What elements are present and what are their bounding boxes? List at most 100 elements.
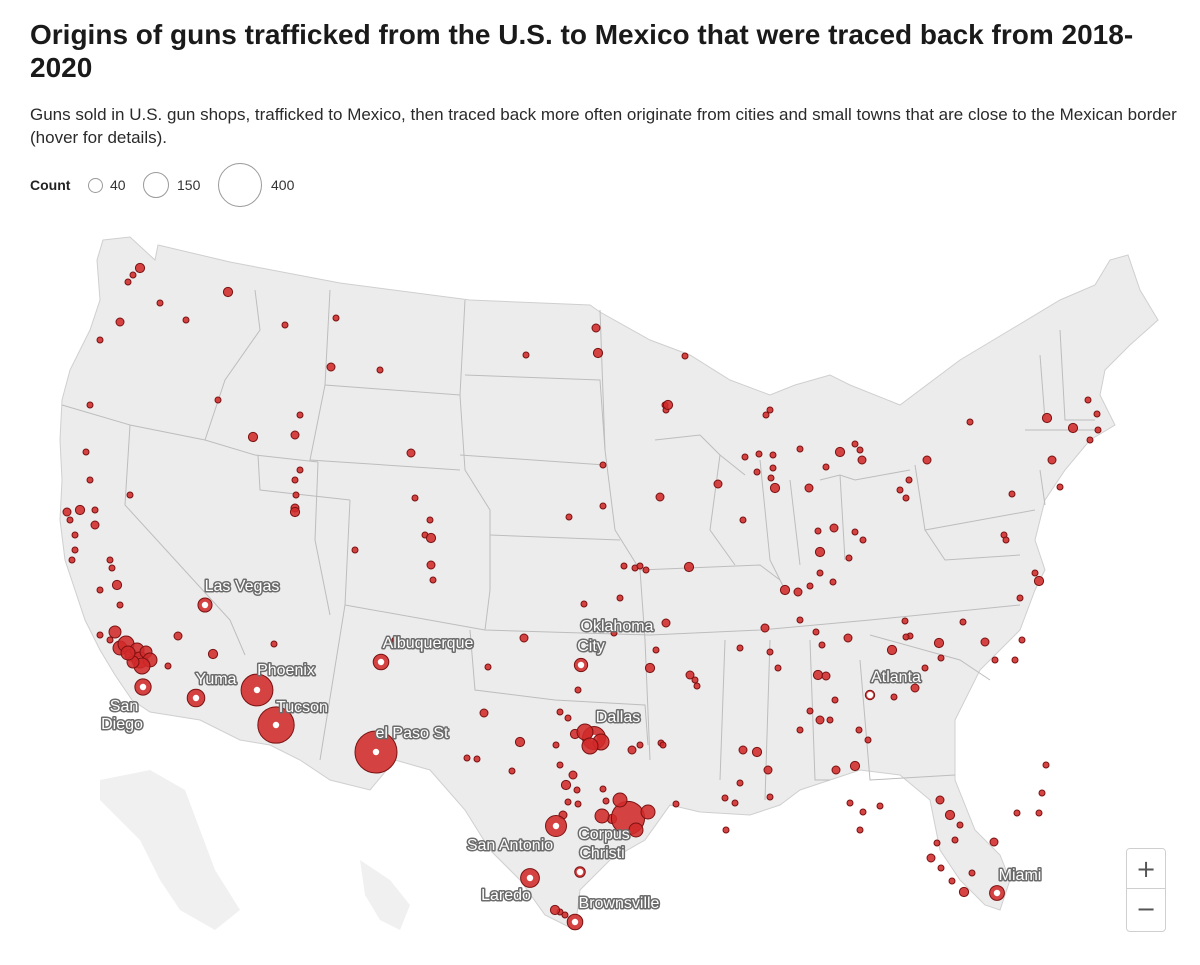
origin-point-87[interactable] [816,569,824,577]
dallas-cluster-2[interactable] [581,737,599,755]
origin-point-50[interactable] [426,560,436,570]
origin-point-91[interactable] [779,584,791,596]
origin-point-187[interactable] [552,741,560,749]
origin-point-188[interactable] [564,714,572,722]
origin-point-116[interactable] [890,693,898,701]
origin-point-167[interactable] [691,676,699,684]
origin-point-155[interactable] [821,671,831,681]
origin-point-207[interactable] [731,799,739,807]
origin-point-173[interactable] [636,562,644,570]
origin-point-119[interactable] [849,760,861,772]
origin-point-161[interactable] [751,746,763,758]
origin-point-60[interactable] [655,492,665,502]
origin-point-143[interactable] [1094,426,1102,434]
origin-point-179[interactable] [574,686,582,694]
origin-point-150[interactable] [760,623,770,633]
origin-point-88[interactable] [806,582,814,590]
origin-point-181[interactable] [556,708,564,716]
origin-point-77[interactable] [834,446,846,458]
origin-point-74[interactable] [796,445,804,453]
origin-point-55[interactable] [591,323,601,333]
origin-point-6[interactable] [96,336,104,344]
origin-point-126[interactable] [944,809,956,821]
origin-point-33[interactable] [106,556,114,564]
origin-point-52[interactable] [391,636,399,644]
origin-point-132[interactable] [948,877,956,885]
origin-point-51[interactable] [429,576,437,584]
origin-point-0[interactable] [134,262,146,274]
origin-point-163[interactable] [721,794,729,802]
origin-point-78[interactable] [851,440,859,448]
zoom-out-button[interactable]: − [1127,889,1165,929]
origin-point-44[interactable] [351,546,359,554]
origin-point-72[interactable] [762,411,770,419]
origin-point-16[interactable] [296,411,304,419]
origin-point-18[interactable] [291,476,299,484]
origin-point-42[interactable] [207,648,219,660]
origin-point-23[interactable] [82,448,90,456]
origin-point-185[interactable] [479,708,489,718]
origin-point-204[interactable] [672,800,680,808]
origin-point-104[interactable] [1031,569,1039,577]
origin-point-36[interactable] [96,586,104,594]
origin-point-82[interactable] [851,528,859,536]
origin-point-128[interactable] [951,836,959,844]
origin-point-147[interactable] [1041,412,1053,424]
origin-point-69[interactable] [769,464,777,472]
origin-point-215[interactable] [815,715,825,725]
origin-point-125[interactable] [935,795,945,805]
us-map[interactable]: Las Vegas Albuquerque Oklahoma City Phoenix Y… [0,215,1200,965]
zoom-in-button[interactable]: + [1127,849,1165,889]
origin-point-65[interactable] [713,479,723,489]
origin-point-39[interactable] [106,636,114,644]
origin-point-197[interactable] [573,786,581,794]
origin-point-24[interactable] [86,476,94,484]
origin-point-136[interactable] [1013,809,1021,817]
origin-point-151[interactable] [736,644,744,652]
origin-point-205[interactable] [738,745,748,755]
origin-point-159[interactable] [796,726,804,734]
origin-point-34[interactable] [108,564,116,572]
origin-point-154[interactable] [812,669,824,681]
origin-point-54[interactable] [522,351,530,359]
origin-point-156[interactable] [806,707,814,715]
origin-point-59[interactable] [599,502,607,510]
origin-point-115[interactable] [910,683,920,693]
origin-point-2[interactable] [124,278,132,286]
origin-point-57[interactable] [599,461,607,469]
origin-point-122[interactable] [859,808,867,816]
origin-point-86[interactable] [814,527,822,535]
origin-point-191[interactable] [636,741,644,749]
origin-point-31[interactable] [71,546,79,554]
origin-point-212[interactable] [905,476,913,484]
origin-point-68[interactable] [769,451,777,459]
origin-point-84[interactable] [814,546,826,558]
origin-point-164[interactable] [766,793,774,801]
origin-point-83[interactable] [845,554,853,562]
origin-point-133[interactable] [958,886,970,898]
origin-point-56[interactable] [592,347,604,359]
origin-point-206[interactable] [722,826,730,834]
origin-point-80[interactable] [857,455,867,465]
origin-point-201[interactable] [599,785,607,793]
origin-point-110[interactable] [980,637,990,647]
origin-point-158[interactable] [826,716,834,724]
origin-point-103[interactable] [1002,536,1010,544]
origin-point-19[interactable] [292,491,300,499]
origin-point-211[interactable] [1008,490,1016,498]
origin-point-89[interactable] [829,578,837,586]
origin-point-198[interactable] [564,798,572,806]
origin-point-186[interactable] [508,767,516,775]
origin-point-100[interactable] [922,455,932,465]
origin-point-11[interactable] [376,366,384,374]
origin-point-111[interactable] [959,618,967,626]
origin-point-162[interactable] [736,779,744,787]
origin-point-8[interactable] [281,321,289,329]
origin-point-121[interactable] [846,799,854,807]
origin-point-63[interactable] [662,399,674,411]
origin-point-107[interactable] [1018,636,1026,644]
origin-point-178[interactable] [580,600,588,608]
origin-point-41[interactable] [164,662,172,670]
origin-point-81[interactable] [859,536,867,544]
houston-cluster-2[interactable] [628,822,644,838]
